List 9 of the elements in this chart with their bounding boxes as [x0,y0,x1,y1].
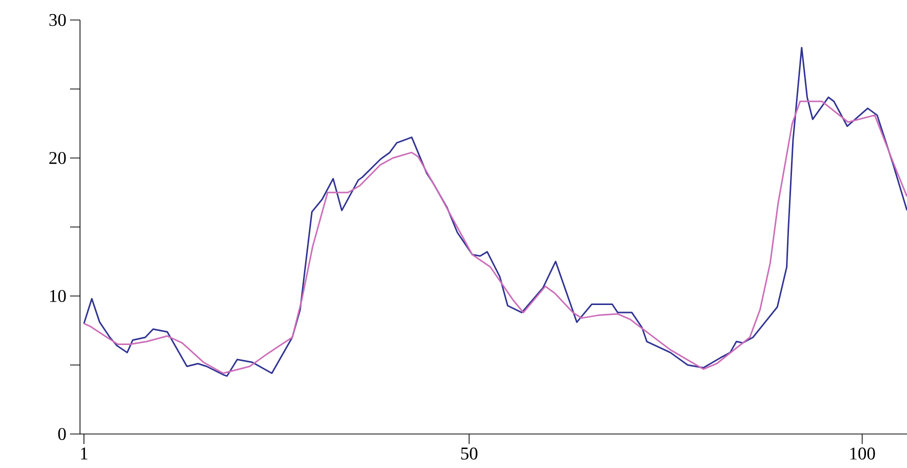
line-series [83,46,907,377]
y-tick-label: 10 [50,290,66,302]
x-tick-label: 1 [81,448,88,460]
x-tick-label: 100 [850,448,875,460]
x-tick-label: 50 [461,448,478,460]
line-series [83,100,907,374]
y-tick-label: 30 [49,14,66,26]
y-tick-label: 20 [49,152,66,164]
y-tick-label: 0 [58,428,66,440]
